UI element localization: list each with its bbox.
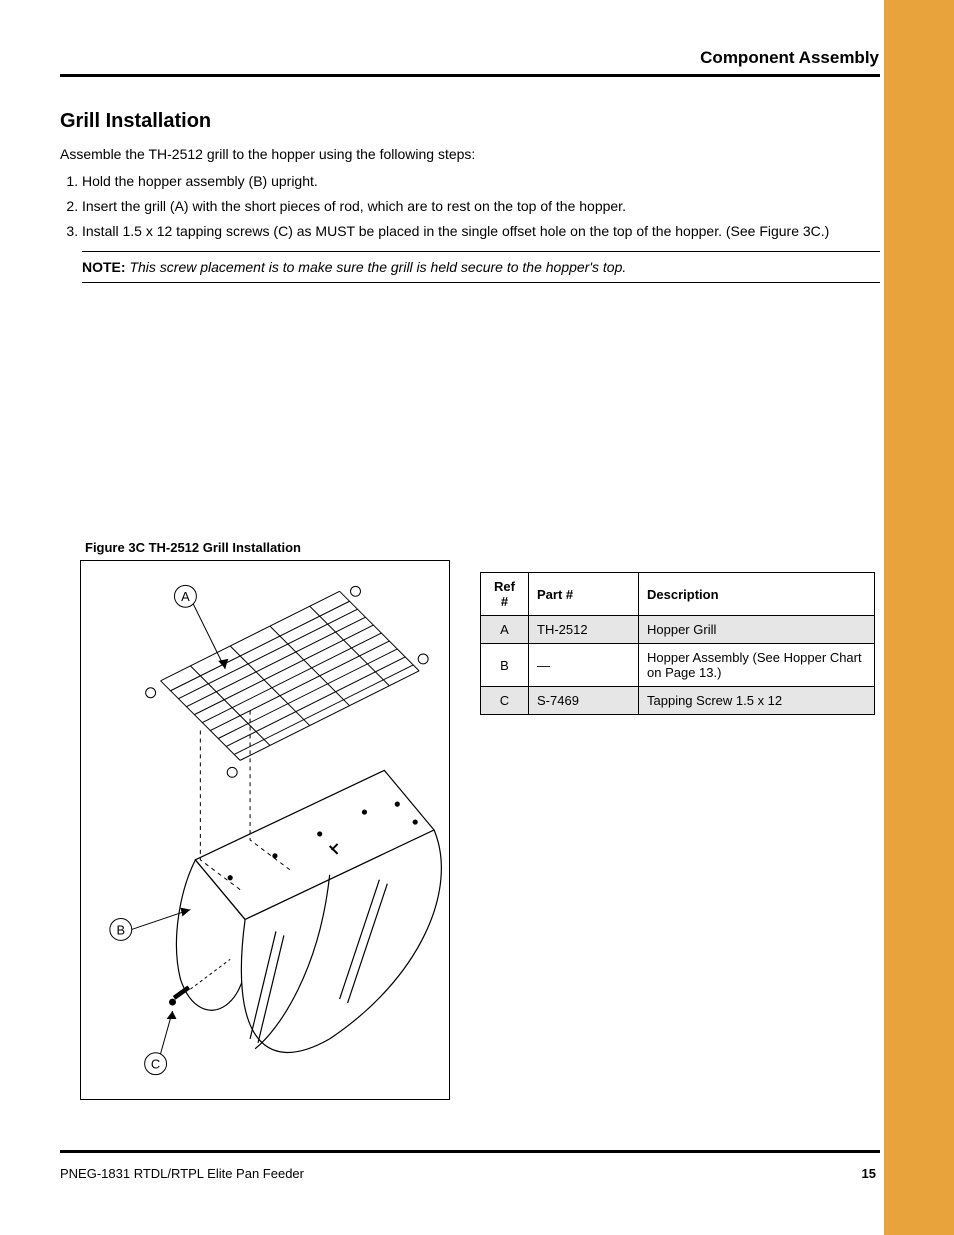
cell-desc: Hopper Assembly (See Hopper Chart on Pag… (639, 644, 875, 687)
cell-part: S-7469 (529, 687, 639, 715)
section-title: Grill Installation (60, 110, 211, 133)
cell-desc: Hopper Grill (639, 616, 875, 644)
label-c: C (151, 1057, 160, 1072)
cell-part: — (529, 644, 639, 687)
figure-box: A B C (80, 560, 450, 1100)
parts-table-wrap: Ref # Part # Description A TH-2512 Hoppe… (480, 572, 875, 715)
cell-desc: Tapping Screw 1.5 x 12 (639, 687, 875, 715)
figure-caption: Figure 3C TH-2512 Grill Installation (85, 540, 301, 555)
note-body: This screw placement is to make sure the… (129, 259, 626, 275)
footer-doc-title: PNEG-1831 RTDL/RTPL Elite Pan Feeder (60, 1166, 304, 1181)
step-1: Hold the hopper assembly (B) upright. (82, 172, 880, 191)
cell-part: TH-2512 (529, 616, 639, 644)
note-block: NOTE: This screw placement is to make su… (82, 251, 880, 284)
label-a: A (181, 589, 190, 604)
col-desc-header: Description (639, 573, 875, 616)
note-label: NOTE: (82, 259, 126, 275)
callout-c-icon: C (145, 1011, 177, 1075)
callout-a-icon: A (174, 585, 228, 669)
right-sidebar-stripe (884, 0, 954, 1235)
step-2: Insert the grill (A) with the short piec… (82, 197, 880, 216)
label-b: B (116, 922, 125, 937)
figure-svg: A B C (81, 561, 449, 1099)
step-list: Hold the hopper assembly (B) upright. In… (60, 172, 880, 241)
grill-icon (146, 586, 428, 777)
page: Component Assembly Grill Installation As… (0, 0, 954, 1235)
body-text-block: Assemble the TH-2512 grill to the hopper… (60, 145, 880, 295)
col-part-header: Part # (529, 573, 639, 616)
screw-icon (170, 959, 231, 1005)
top-divider (60, 74, 880, 77)
step-3: Install 1.5 x 12 tapping screws (C) as M… (82, 222, 880, 241)
parts-table: Ref # Part # Description A TH-2512 Hoppe… (480, 572, 875, 715)
cell-ref: C (481, 687, 529, 715)
table-row: B — Hopper Assembly (See Hopper Chart on… (481, 644, 875, 687)
callout-b-icon: B (110, 908, 191, 941)
footer-page-number: 15 (862, 1166, 876, 1181)
table-row: A TH-2512 Hopper Grill (481, 616, 875, 644)
header-section-name: Component Assembly (700, 48, 879, 68)
hopper-icon (176, 770, 441, 1052)
table-row: C S-7469 Tapping Screw 1.5 x 12 (481, 687, 875, 715)
intro-paragraph: Assemble the TH-2512 grill to the hopper… (60, 145, 880, 164)
col-ref-header: Ref # (481, 573, 529, 616)
cell-ref: B (481, 644, 529, 687)
table-header-row: Ref # Part # Description (481, 573, 875, 616)
cell-ref: A (481, 616, 529, 644)
bottom-divider (60, 1150, 880, 1153)
